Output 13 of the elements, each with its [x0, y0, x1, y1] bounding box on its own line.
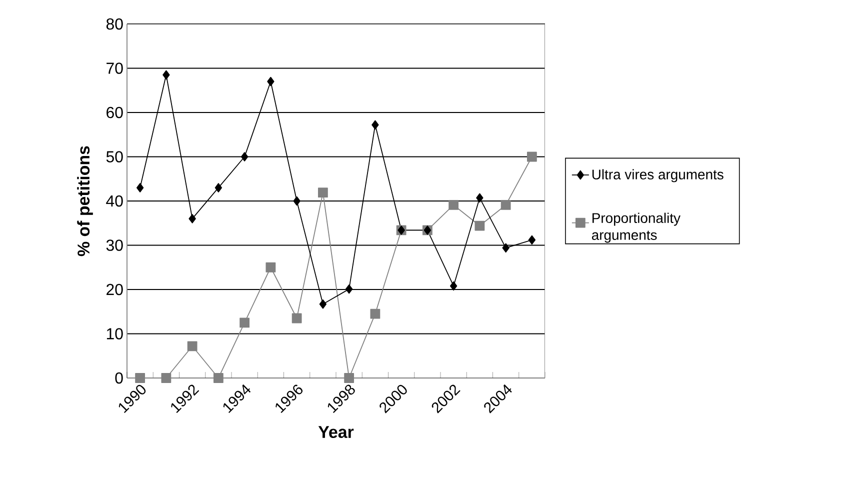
y-tick-label: 50 — [106, 151, 123, 162]
y-tick-label: 0 — [115, 372, 123, 384]
y-tick-label: 80 — [106, 18, 123, 30]
y-tick-label: 20 — [106, 284, 123, 296]
y-tick-label: 40 — [106, 195, 123, 207]
y-axis-title: % of petitions — [77, 146, 93, 256]
x-axis-title: Year — [318, 426, 354, 438]
y-tick-label: 30 — [106, 240, 123, 251]
y-tick-label: 70 — [106, 62, 123, 74]
legend-label: Ultra vires arguments — [592, 169, 724, 182]
y-tick-label: 60 — [106, 106, 123, 118]
legend-label: Proportionality arguments — [592, 212, 680, 243]
y-tick-label: 10 — [106, 328, 123, 340]
